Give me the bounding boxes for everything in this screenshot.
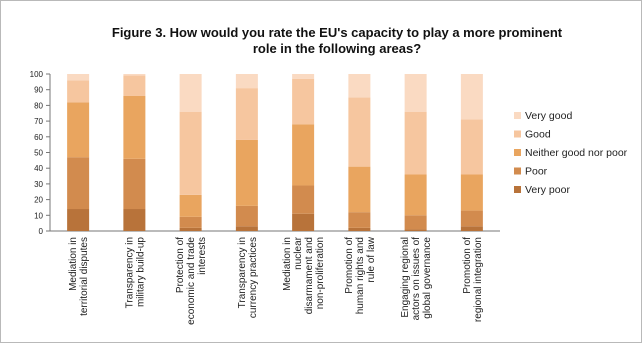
bar-segment-neither-good-nor-poor bbox=[67, 102, 90, 158]
category-label: Promotion of human rights and rule of law bbox=[344, 236, 377, 314]
bar-segment-very-good bbox=[404, 74, 427, 112]
bar-segment-poor bbox=[235, 205, 258, 227]
bar-segment-neither-good-nor-poor bbox=[292, 124, 315, 186]
chart-title: Figure 3. How would you rate the EU's ca… bbox=[112, 25, 563, 56]
bar-segment-neither-good-nor-poor bbox=[179, 194, 202, 217]
y-tick-label: 0 bbox=[39, 227, 44, 236]
bar-segment-very-poor bbox=[348, 227, 371, 231]
y-tick-label: 60 bbox=[34, 133, 43, 142]
bar-segment-poor bbox=[123, 158, 146, 210]
bar-segment-neither-good-nor-poor bbox=[348, 166, 371, 213]
category-label: Mediation in nuclear disarmament and non-pr… bbox=[282, 236, 326, 314]
category-label-line: military build-up bbox=[135, 237, 146, 307]
bar-segment-neither-good-nor-poor bbox=[235, 139, 258, 206]
category-label-line: Promotion of bbox=[344, 237, 355, 294]
bar-segment-very-poor bbox=[235, 226, 258, 231]
y-tick-label: 50 bbox=[34, 149, 43, 158]
category-label: Mediation in territorial disputes bbox=[68, 237, 90, 316]
category-label: Protection of economic and trade interests bbox=[175, 237, 208, 325]
y-tick-label: 10 bbox=[34, 211, 43, 220]
bar-segment-poor bbox=[348, 212, 371, 228]
legend-swatch bbox=[514, 112, 521, 119]
y-tick-label: 70 bbox=[34, 117, 43, 126]
category-label-line: actors on issues of bbox=[411, 237, 422, 321]
chart-title-line-1: Figure 3. How would you rate the EU's ca… bbox=[112, 25, 563, 40]
bar-segment-very-good bbox=[67, 74, 90, 81]
bar-segment-neither-good-nor-poor bbox=[123, 95, 146, 159]
y-tick-label: 20 bbox=[34, 196, 43, 205]
bar-segment-poor bbox=[292, 185, 315, 214]
legend-swatch bbox=[514, 167, 521, 175]
bar-segment-very-good bbox=[179, 74, 202, 112]
category-label-line: global governance bbox=[422, 237, 433, 319]
y-tick-label: 90 bbox=[34, 86, 43, 95]
y-tick-label: 80 bbox=[34, 101, 43, 110]
category-label-line: Mediation in bbox=[68, 237, 79, 291]
category-label-line: Promotion of bbox=[462, 237, 473, 294]
bar-segment-good bbox=[235, 88, 258, 140]
category-label-line: Engaging regional bbox=[400, 237, 411, 318]
bar-segment-good bbox=[404, 111, 427, 175]
category-label: Engaging regional actors on issues of glob… bbox=[400, 237, 433, 321]
bar-segment-very-poor bbox=[179, 227, 202, 231]
bar-segment-very-poor bbox=[460, 226, 483, 231]
category-label-line: human rights and bbox=[355, 237, 366, 314]
legend: Very good Good Neither good nor poor Poor Ve… bbox=[514, 110, 628, 196]
y-axis: 0 10 20 30 40 50 60 70 80 90 100 bbox=[30, 70, 500, 236]
bar-segment-very-good bbox=[460, 74, 483, 120]
bar-segment-good bbox=[179, 111, 202, 195]
category-label-line: Transparency in bbox=[237, 237, 248, 308]
legend-label: Good bbox=[525, 129, 551, 141]
category-label-line: Protection of bbox=[175, 237, 186, 293]
category-label-line: nuclear bbox=[293, 236, 304, 269]
x-axis-category-labels: Mediation in territorial disputes Transpar… bbox=[68, 236, 484, 325]
y-tick-label: 30 bbox=[34, 180, 43, 189]
bar-segment-very-good bbox=[123, 74, 146, 76]
legend-swatch bbox=[514, 186, 521, 193]
bar-segment-good bbox=[348, 97, 371, 167]
category-label: Transparency in military build-up bbox=[124, 237, 146, 309]
legend-swatch bbox=[514, 130, 521, 138]
bar-segment-poor bbox=[404, 215, 427, 230]
y-tick-label: 100 bbox=[30, 70, 44, 79]
bar-segment-good bbox=[460, 119, 483, 175]
category-label-line: disarmament and bbox=[304, 237, 315, 314]
category-label: Promotion of regional integration bbox=[462, 237, 484, 322]
bar-segment-very-good bbox=[235, 74, 258, 89]
bar-segment-good bbox=[292, 78, 315, 125]
legend-label: Very good bbox=[525, 110, 572, 122]
bar-segment-good bbox=[67, 80, 90, 103]
bar-segment-poor bbox=[179, 216, 202, 228]
bar-segment-very-poor bbox=[404, 229, 427, 231]
legend-label: Very poor bbox=[525, 184, 570, 196]
y-tick-label: 40 bbox=[34, 164, 43, 173]
category-label: Transparency in currency practices bbox=[237, 237, 259, 318]
category-label-line: Transparency in bbox=[124, 237, 135, 308]
category-label-line: interests bbox=[197, 237, 208, 275]
category-label-line: regional integration bbox=[473, 237, 484, 322]
category-label-line: territorial disputes bbox=[79, 237, 90, 316]
bar-segment-good bbox=[123, 75, 146, 96]
bar-segment-poor bbox=[460, 210, 483, 227]
bar-segment-very-poor bbox=[67, 209, 90, 231]
category-label-line: non-proliferation bbox=[315, 237, 326, 309]
bar-segment-very-good bbox=[348, 74, 371, 98]
category-label-line: Mediation in bbox=[282, 237, 293, 291]
category-label-line: economic and trade bbox=[186, 237, 197, 325]
legend-label: Poor bbox=[525, 166, 548, 178]
legend-swatch bbox=[514, 149, 521, 156]
chart-title-line-2: role in the following areas? bbox=[253, 41, 421, 56]
legend-label: Neither good nor poor bbox=[525, 147, 628, 159]
bar-segment-very-good bbox=[292, 74, 315, 79]
category-label-line: rule of law bbox=[366, 236, 377, 282]
bar-segment-neither-good-nor-poor bbox=[460, 174, 483, 211]
bar-segment-very-poor bbox=[292, 213, 315, 231]
bar-segment-neither-good-nor-poor bbox=[404, 174, 427, 216]
bar-segment-poor bbox=[67, 157, 90, 210]
bar-segment-very-poor bbox=[123, 209, 146, 231]
category-label-line: currency practices bbox=[248, 237, 259, 318]
bars bbox=[67, 74, 483, 231]
